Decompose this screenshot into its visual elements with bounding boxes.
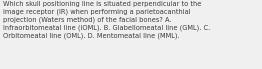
Text: Which skull positioning line is situated perpendicular to the
image receptor (IR: Which skull positioning line is situated… <box>3 1 210 39</box>
